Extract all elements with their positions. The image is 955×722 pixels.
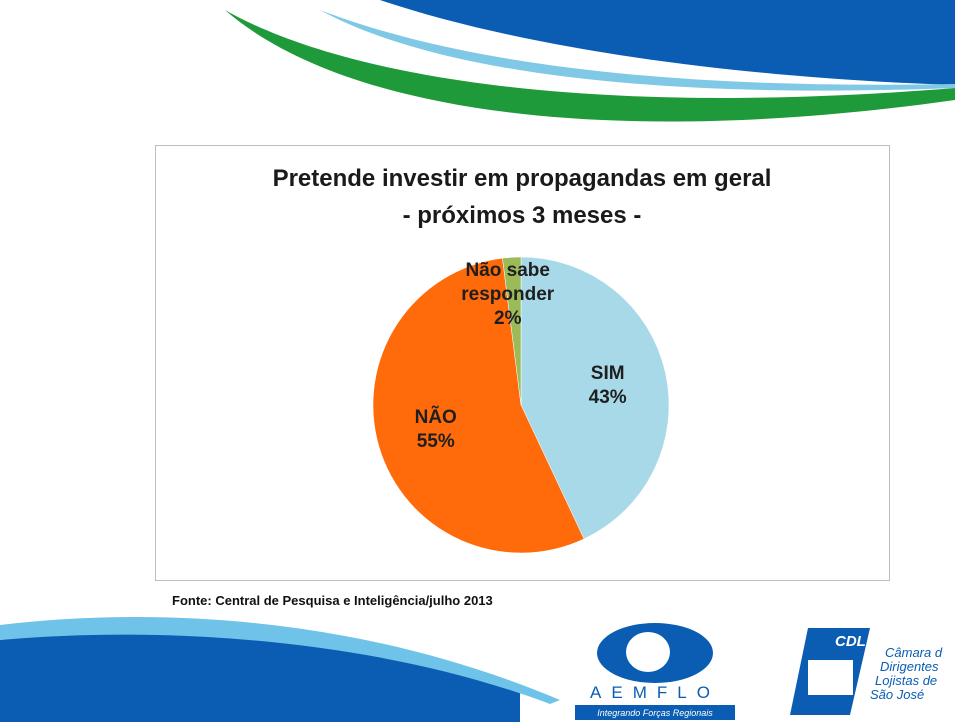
pie bbox=[372, 256, 670, 554]
swoosh-blue bbox=[380, 0, 955, 85]
slice-value: 55% bbox=[416, 430, 455, 452]
data-label: NÃO 55% bbox=[396, 406, 476, 454]
pie-slice bbox=[502, 256, 522, 406]
source: Fonte: Central de Pesquisa e Inteligênci… bbox=[172, 593, 493, 608]
cdl-name: CDL bbox=[835, 633, 866, 650]
slice-value: 2% bbox=[494, 307, 522, 329]
slice-value: 43% bbox=[588, 386, 627, 408]
slice-name: NÃO bbox=[414, 406, 457, 428]
pie-slice bbox=[520, 256, 670, 540]
aemflo-banner bbox=[575, 705, 735, 720]
cdl-text: São José bbox=[870, 687, 924, 702]
cdl-text: Lojistas de bbox=[875, 673, 937, 688]
data-label: Não sabe responder 2% bbox=[453, 259, 563, 331]
swoosh-bottom-light bbox=[0, 617, 560, 704]
aemflo-tagline: Integrando Forças Regionais bbox=[597, 708, 713, 718]
chart-title: Pretende investir em propagandas em gera… bbox=[272, 165, 772, 192]
slice-name: Não sabe responder bbox=[461, 259, 555, 305]
pie-slice bbox=[372, 257, 585, 554]
data-label: SIM 43% bbox=[568, 362, 648, 410]
cdl-text: Câmara d bbox=[885, 645, 943, 660]
swoosh-light bbox=[320, 10, 955, 91]
aemflo-name: AEMFLO bbox=[590, 683, 720, 702]
cdl-logo-window bbox=[808, 660, 853, 695]
aemflo-logo-hole bbox=[626, 632, 670, 672]
chart-subtitle: - próximos 3 meses - bbox=[402, 202, 642, 229]
swoosh-bottom-blue bbox=[0, 627, 520, 722]
slice-name: SIM bbox=[590, 362, 625, 384]
cdl-text: Dirigentes bbox=[880, 659, 939, 674]
swoosh-green bbox=[225, 10, 955, 122]
